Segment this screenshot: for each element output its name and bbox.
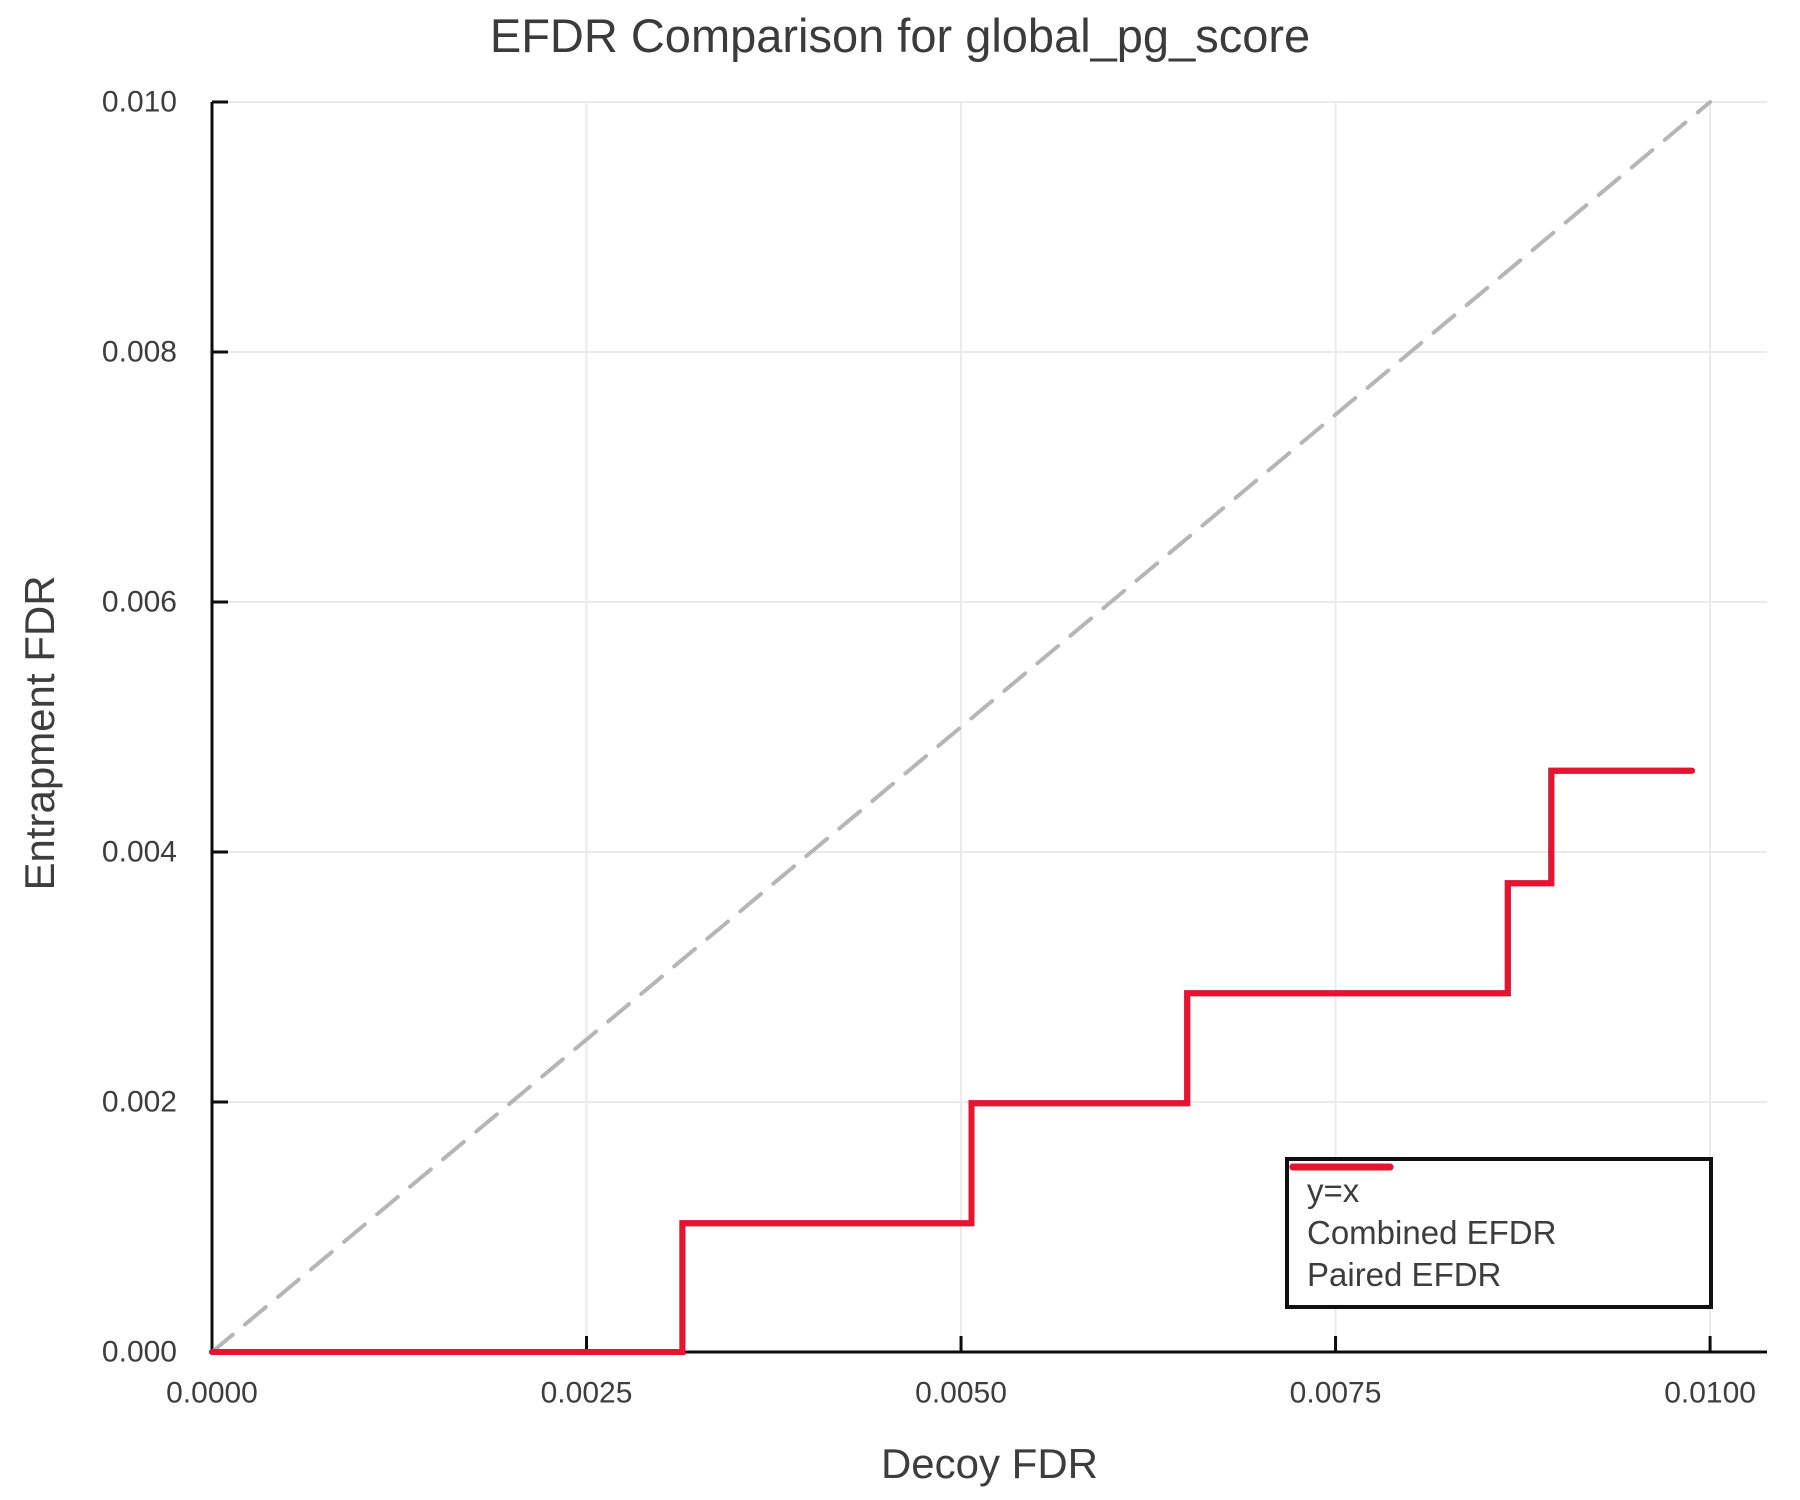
y-tick-label: 0.002: [102, 1086, 177, 1119]
y-tick-label: 0.010: [102, 86, 177, 119]
y-axis-label: Entrapment FDR: [16, 575, 63, 891]
y-tick-label: 0.006: [102, 586, 177, 619]
x-tick-label: 0.0075: [1290, 1377, 1382, 1410]
series-y-x-line: [210, 100, 1713, 1354]
x-tick-label: 0.0100: [1664, 1377, 1756, 1410]
y-tick-label: 0.008: [102, 336, 177, 369]
y-tick-label: 0.000: [102, 1336, 177, 1369]
x-tick-label: 0.0025: [541, 1377, 633, 1410]
series-paired-efdr-line: [209, 767, 1696, 1355]
y-tick-label: 0.004: [102, 836, 177, 869]
x-tick-label: 0.0050: [915, 1377, 1007, 1410]
legend-swatch-paired-efdr: [1289, 1163, 1394, 1171]
legend: y=x Combined EFDR Paired EFDR: [1285, 1157, 1713, 1309]
legend-label-paired-efdr: Paired EFDR: [1307, 1256, 1502, 1293]
x-axis-label: Decoy FDR: [880, 1440, 1099, 1487]
x-tick-label: 0.0000: [166, 1377, 258, 1410]
legend-label-y-x: y=x: [1307, 1172, 1360, 1209]
legend-label-combined-efdr: Combined EFDR: [1307, 1214, 1557, 1251]
legend-entry-combined-efdr: Combined EFDR: [1289, 1163, 1709, 1253]
legend-entry-paired-efdr: Paired EFDR: [1289, 1163, 1709, 1295]
legend-entry-y-x: y=x: [1291, 1165, 1709, 1211]
chart-title: EFDR Comparison for global_pg_score: [489, 9, 1311, 62]
